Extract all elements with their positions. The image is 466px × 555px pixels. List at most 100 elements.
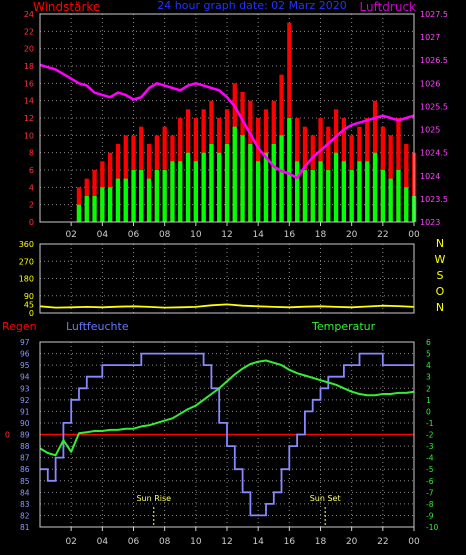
wind-bar <box>396 170 401 222</box>
wind-bar <box>380 170 385 222</box>
compass-label: W <box>435 253 446 266</box>
y-tick-label: 95 <box>20 361 30 370</box>
pressure-series-line <box>39 63 415 180</box>
y2-tick-label: 1023.5 <box>420 195 448 204</box>
y-tick-label: 4 <box>29 183 34 192</box>
y-tick-label: 2 <box>29 201 34 210</box>
humidity-series-line <box>40 352 414 517</box>
wind-bar <box>108 187 113 222</box>
y2-tick-label: 3 <box>426 373 431 382</box>
y-tick-label: 14 <box>24 97 34 106</box>
y-tick-label: 81 <box>20 523 30 532</box>
chart-title: 24 hour graph date: 02 Marz 2020 <box>157 0 346 12</box>
x-tick-label: 10 <box>190 537 202 547</box>
y-axis-label-luftfeuchte: Luftfeuchte <box>66 320 129 333</box>
y-ticks: 81 82 83 84 85 86 87 88 89 90 91 92 93 94 95 96 97 <box>20 338 30 532</box>
x-tick-label: 12 <box>221 537 232 547</box>
y2-tick-label: -1 <box>426 419 434 428</box>
y2-tick-label: 1026.5 <box>420 56 448 65</box>
wind-bar <box>178 161 183 222</box>
y2-tick-label: -5 <box>426 465 434 474</box>
y-tick-label: 20 <box>24 45 34 54</box>
y-tick-label: 86 <box>20 465 30 474</box>
x-tick-label: 06 <box>128 230 140 240</box>
axes <box>39 243 415 314</box>
x-tick-label: 20 <box>346 230 358 240</box>
wind-bar <box>388 178 393 222</box>
wind-bar <box>146 178 152 222</box>
gust-bar <box>404 144 409 222</box>
temperature-series-line <box>39 359 415 457</box>
y3-axis-label-regen: Regen <box>2 320 37 333</box>
wind-bar <box>263 152 269 222</box>
wind-bar <box>271 144 276 222</box>
y-tick-label: 82 <box>20 511 30 520</box>
wind-bar <box>357 161 362 222</box>
wind-bar <box>123 178 128 222</box>
wind-bar <box>224 144 230 222</box>
y-tick-label: 270 <box>19 257 34 266</box>
y-tick-label: 87 <box>20 454 30 463</box>
y2-tick-label: -6 <box>426 477 434 486</box>
wind-bar <box>115 178 121 222</box>
x-tick-label: 20 <box>346 537 358 547</box>
wind-bar <box>76 204 82 222</box>
gust-bar <box>388 135 393 222</box>
y-tick-label: 6 <box>29 166 34 175</box>
y-tick-label: 180 <box>19 275 34 284</box>
wind-bar <box>185 152 191 222</box>
humidity-temperature-chart: Regen Luftfeuchte Temperatur Sun Rise Sun… <box>2 320 438 547</box>
y2-tick-label: 1026 <box>420 79 440 88</box>
wind-bar <box>279 135 284 222</box>
wind-bar <box>248 144 253 222</box>
annotation-label: Sun Set <box>310 494 341 503</box>
wind-bar <box>318 161 323 222</box>
y-tick-label: 97 <box>20 338 30 347</box>
wind-bar <box>302 170 308 222</box>
y2-tick-label: 1027 <box>420 33 440 42</box>
wind-bar <box>240 135 245 222</box>
x-tick-label: 00 <box>408 537 420 547</box>
wind-bar <box>341 161 346 222</box>
annotations: Sun Rise Sun Set <box>136 494 341 527</box>
y-tick-label: 90 <box>24 292 34 301</box>
wind-bar <box>100 187 105 222</box>
y-tick-label: 84 <box>20 488 30 497</box>
y2-tick-label: 1025 <box>420 126 440 135</box>
y-tick-label: 96 <box>20 350 30 359</box>
compass-label: N <box>436 301 444 314</box>
y2-tick-label: 2 <box>426 384 431 393</box>
y-tick-label: 12 <box>24 114 34 123</box>
wind-bar <box>326 170 331 222</box>
x-tick-label: 08 <box>159 537 171 547</box>
y-tick-label: 88 <box>20 442 30 451</box>
wind-bar <box>162 170 167 222</box>
y2-tick-label: 6 <box>426 338 431 347</box>
y2-tick-label: 1025.5 <box>420 102 448 111</box>
direction-line <box>39 303 415 309</box>
x-tick-label: 16 <box>284 537 296 547</box>
y2-tick-label: -4 <box>426 454 434 463</box>
x-ticks: 02 04 06 08 10 12 14 16 18 20 22 00 <box>65 222 420 240</box>
wind-bar <box>193 161 198 222</box>
y2-tick-label: 5 <box>426 350 431 359</box>
y2-tick-label: -9 <box>426 511 434 520</box>
y3-ticks: 0 <box>5 431 10 440</box>
y2-tick-label: -8 <box>426 500 434 509</box>
y2-tick-label: 4 <box>426 361 431 370</box>
y-tick-label: 24 <box>24 10 34 19</box>
wind-bar <box>92 196 97 222</box>
y2-tick-label: 1023 <box>420 218 440 227</box>
annotation-label: Sun Rise <box>136 494 171 503</box>
x-tick-label: 02 <box>65 537 76 547</box>
y-tick-label: 83 <box>20 500 30 509</box>
x-tick-label: 04 <box>97 230 109 240</box>
wind-bar <box>84 196 89 222</box>
direction-series-line <box>39 303 415 309</box>
